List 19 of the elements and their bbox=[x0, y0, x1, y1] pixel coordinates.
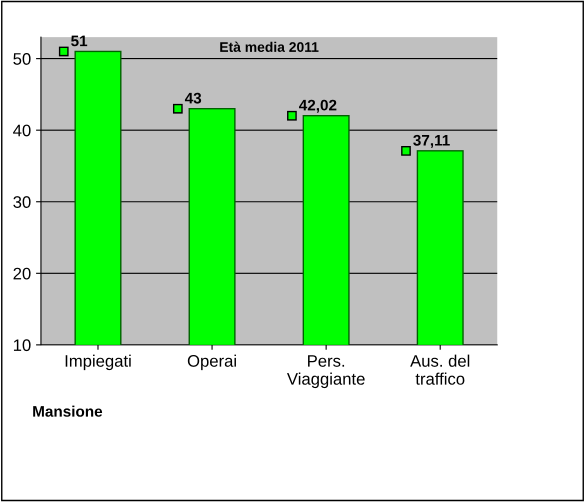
data-label: 37,11 bbox=[413, 134, 450, 148]
text: Età media 2011 bbox=[220, 42, 319, 52]
point bbox=[287, 110, 297, 121]
y-tick-label: 50 bbox=[13, 53, 31, 65]
y-tick-label: 10 bbox=[14, 339, 31, 352]
x-tick-label: Pers. Viaggiante bbox=[286, 355, 365, 388]
data-label: 43 bbox=[184, 92, 202, 104]
point bbox=[172, 104, 183, 114]
data-label: 42,02 bbox=[298, 100, 336, 113]
y-tick-label: 40 bbox=[13, 124, 31, 136]
point bbox=[58, 46, 69, 56]
x-tick-label: Aus. del traffico bbox=[410, 354, 470, 385]
point bbox=[401, 146, 411, 156]
x-axis-title: Mansione bbox=[33, 406, 102, 417]
data-label: 51 bbox=[71, 36, 88, 46]
y-tick-label: 30 bbox=[13, 196, 31, 208]
x-tick-label: Operai bbox=[188, 354, 236, 370]
x-tick-label: Impiegati bbox=[66, 354, 131, 370]
y-tick-label: 20 bbox=[14, 268, 31, 280]
